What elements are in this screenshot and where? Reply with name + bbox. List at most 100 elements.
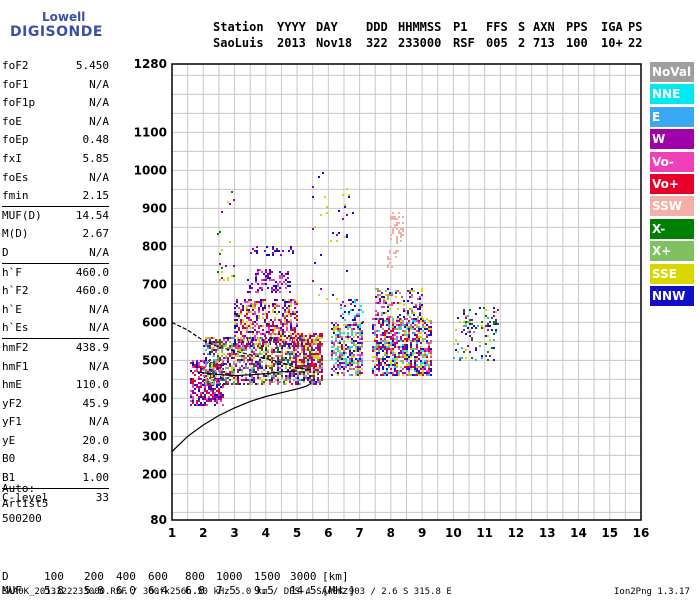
echo-point bbox=[305, 345, 307, 347]
echo-point bbox=[267, 349, 269, 351]
echo-point bbox=[287, 379, 289, 381]
echo-point bbox=[385, 290, 387, 292]
echo-point bbox=[416, 374, 418, 376]
echo-point bbox=[219, 373, 221, 375]
echo-point bbox=[275, 363, 277, 365]
echo-point bbox=[294, 303, 296, 305]
echo-point bbox=[274, 299, 276, 301]
echo-point bbox=[346, 214, 348, 216]
echo-point bbox=[277, 373, 279, 375]
echo-point bbox=[277, 351, 279, 353]
echo-point bbox=[424, 368, 426, 370]
echo-point bbox=[390, 344, 392, 346]
echo-point bbox=[426, 354, 428, 356]
echo-point bbox=[190, 378, 192, 380]
echo-point bbox=[414, 368, 416, 370]
echo-point bbox=[225, 363, 227, 365]
echo-point bbox=[251, 361, 253, 363]
echo-point bbox=[313, 367, 315, 369]
echo-point bbox=[215, 379, 217, 381]
echo-point bbox=[229, 373, 231, 375]
echo-point bbox=[349, 346, 351, 348]
echo-point bbox=[463, 311, 465, 313]
echo-point bbox=[255, 275, 257, 277]
echo-point bbox=[353, 342, 355, 344]
echo-point bbox=[394, 326, 396, 328]
echo-point bbox=[222, 386, 224, 388]
echo-point bbox=[303, 371, 305, 373]
echo-point bbox=[290, 333, 292, 335]
echo-point bbox=[495, 311, 497, 313]
echo-point bbox=[236, 315, 238, 317]
echo-point bbox=[333, 324, 335, 326]
echo-point bbox=[341, 332, 343, 334]
echo-point bbox=[386, 354, 388, 356]
echo-point bbox=[202, 392, 204, 394]
echo-point bbox=[483, 307, 485, 309]
echo-point bbox=[301, 335, 303, 337]
echo-point bbox=[216, 400, 218, 402]
echo-point bbox=[265, 375, 267, 377]
echo-point bbox=[259, 287, 261, 289]
echo-point bbox=[227, 347, 229, 349]
echo-point bbox=[313, 353, 315, 355]
echo-point bbox=[273, 373, 275, 375]
echo-point bbox=[282, 329, 284, 331]
y-tick-label: 900 bbox=[142, 201, 167, 215]
echo-point bbox=[374, 334, 376, 336]
echo-point bbox=[220, 400, 222, 402]
echo-point bbox=[253, 381, 255, 383]
param-row: h`E N/A bbox=[2, 301, 109, 320]
echo-point bbox=[256, 331, 258, 333]
echo-point bbox=[384, 338, 386, 340]
echo-point bbox=[353, 356, 355, 358]
echo-point bbox=[235, 377, 237, 379]
echo-point bbox=[251, 359, 253, 361]
echo-point bbox=[217, 357, 219, 359]
echo-point bbox=[349, 366, 351, 368]
echo-point bbox=[219, 357, 221, 359]
echo-point bbox=[219, 347, 221, 349]
echo-point bbox=[349, 350, 351, 352]
echo-point bbox=[372, 326, 374, 328]
param-value: 460.0 bbox=[75, 284, 109, 298]
echo-point bbox=[360, 305, 362, 307]
echo-point bbox=[288, 250, 290, 252]
echo-point bbox=[321, 367, 323, 369]
echo-point bbox=[333, 328, 335, 330]
echo-point bbox=[402, 222, 404, 224]
echo-point bbox=[389, 304, 391, 306]
param-value: N/A bbox=[89, 415, 109, 429]
echo-point bbox=[341, 346, 343, 348]
echo-point bbox=[251, 377, 253, 379]
echo-point bbox=[347, 364, 349, 366]
echo-point bbox=[278, 333, 280, 335]
echo-point bbox=[359, 354, 361, 356]
echo-point bbox=[252, 343, 254, 345]
echo-point bbox=[290, 313, 292, 315]
echo-point bbox=[408, 320, 410, 322]
echo-point bbox=[475, 349, 477, 351]
echo-point bbox=[392, 344, 394, 346]
echo-point bbox=[216, 390, 218, 392]
echo-point bbox=[285, 273, 287, 275]
echo-point bbox=[259, 345, 261, 347]
echo-point bbox=[408, 336, 410, 338]
echo-point bbox=[394, 344, 396, 346]
footer-cell: 14.5 bbox=[290, 584, 317, 597]
echo-point bbox=[392, 322, 394, 324]
echo-point bbox=[398, 354, 400, 356]
echo-point bbox=[269, 379, 271, 381]
param-row: fmin 2.15 bbox=[2, 187, 109, 206]
echo-point bbox=[299, 359, 301, 361]
echo-point bbox=[291, 383, 293, 385]
echo-point bbox=[259, 365, 261, 367]
echo-point bbox=[342, 301, 344, 303]
echo-point bbox=[387, 318, 389, 320]
echo-point bbox=[402, 324, 404, 326]
echo-point bbox=[357, 362, 359, 364]
echo-point bbox=[337, 328, 339, 330]
echo-point bbox=[246, 345, 248, 347]
echo-point bbox=[266, 313, 268, 315]
echo-point bbox=[422, 348, 424, 350]
